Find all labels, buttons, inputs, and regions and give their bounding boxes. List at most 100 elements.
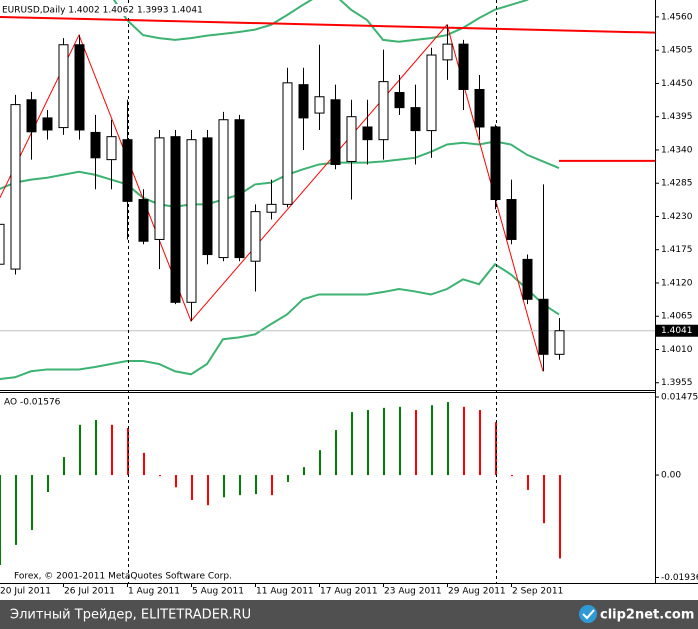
- x-tick-label: 20 Jul 2011: [0, 587, 51, 597]
- candle-body: [394, 92, 405, 109]
- candle-body: [490, 126, 501, 201]
- ao-bar: [31, 475, 33, 531]
- ao-bar: [287, 475, 289, 482]
- ao-bar: [95, 420, 97, 476]
- x-tick-label: 26 Jul 2011: [64, 587, 115, 597]
- ao-bar: [431, 405, 433, 476]
- ao-bar: [335, 430, 337, 476]
- candle-body: [58, 44, 69, 129]
- footer-text: Элитный Трейдер, ELITETRADER.RU: [10, 608, 251, 623]
- y-tick-label: 0.00: [661, 471, 681, 481]
- background: [0, 0, 698, 600]
- axes: 1.4041 1.4560 1.4505 1.4450 1.4395 1.4340 1.42…: [0, 0, 698, 597]
- ao-bar: [223, 475, 225, 498]
- y-tick-label: 1.4065: [661, 312, 693, 322]
- x-tick-label: 1 Aug 2011: [128, 587, 180, 597]
- candle-body: [218, 119, 229, 259]
- ao-bar: [255, 475, 257, 495]
- candle-body: [234, 119, 245, 259]
- x-tick-label: 17 Aug 2011: [320, 587, 378, 597]
- candle-body: [90, 131, 101, 159]
- ao-bar: [15, 475, 17, 545]
- price-label-bg: [656, 324, 698, 337]
- ao-bar: [239, 475, 241, 496]
- ao-bar: [543, 475, 545, 524]
- candle-body: [330, 99, 341, 165]
- candle-body: [506, 199, 517, 240]
- candle-body: [170, 136, 181, 303]
- candle-body: [538, 298, 549, 355]
- ao-bar: [319, 450, 321, 476]
- x-tick-label: 5 Aug 2011: [192, 587, 244, 597]
- ao-bar: [47, 475, 49, 492]
- chart-title: EURUSD,Daily 1.4002 1.4062 1.3993 1.4041: [2, 6, 203, 16]
- title-bg: [0, 4, 205, 16]
- logo-check: [582, 609, 595, 620]
- candle-body: [250, 211, 261, 262]
- ao-bar: [63, 457, 65, 476]
- ao-bar: [447, 402, 449, 476]
- ao-bar: [303, 467, 305, 476]
- ao-bar: [191, 475, 193, 500]
- y-tick-label: 1.4450: [661, 79, 693, 89]
- candle-body: [282, 82, 293, 205]
- x-tick-label: 2 Sep 2011: [512, 587, 563, 597]
- candle-body: [266, 203, 277, 213]
- candle-body: [10, 104, 21, 270]
- ao-bar: [511, 475, 513, 477]
- candle-body: [186, 139, 197, 303]
- ao-bar: [559, 475, 561, 559]
- y-tick-label: 0.01475: [661, 393, 698, 403]
- ao-bar: [111, 424, 113, 476]
- x-tick-label: 23 Aug 2011: [384, 587, 442, 597]
- candle-body: [74, 44, 85, 131]
- price-panel: [0, 0, 655, 381]
- y-tick-label: 1.4340: [661, 145, 693, 155]
- candle-body: [138, 199, 149, 242]
- ao-bar: [207, 475, 209, 506]
- y-tick-label: 1.4285: [661, 179, 693, 189]
- candle-body: [442, 43, 453, 61]
- logo-icon: [579, 605, 597, 623]
- candle-body: [202, 137, 213, 256]
- ao-bar: [463, 406, 465, 476]
- candle-body: [26, 99, 37, 133]
- candle-body: [0, 223, 5, 265]
- copyright: Forex, © 2001-2011 MetaQuotes Software C…: [14, 572, 232, 582]
- y-tick-label: -0.01936: [661, 573, 698, 583]
- x-tick-label: 11 Aug 2011: [256, 587, 314, 597]
- candle-body: [346, 116, 357, 162]
- y-tick-label: 1.4230: [661, 212, 693, 222]
- candle-body: [426, 54, 437, 132]
- band-line: [0, 262, 560, 381]
- y-tick-label: 1.4175: [661, 245, 693, 255]
- ao-bar: [79, 424, 81, 476]
- candle-body: [122, 139, 133, 202]
- candle-body: [458, 43, 469, 90]
- y-tick-label: 1.4560: [661, 12, 693, 22]
- ao-bar: [351, 412, 353, 476]
- ao-bar: [159, 475, 161, 477]
- candle-body: [314, 96, 325, 114]
- y-tick-label: 1.3955: [661, 378, 693, 388]
- y-tick-label: 1.4010: [661, 345, 693, 355]
- candle-body: [378, 81, 389, 141]
- x-tick-label: 29 Aug 2011: [448, 587, 506, 597]
- ao-bar: [271, 475, 273, 496]
- ao-bar: [399, 406, 401, 476]
- candle-body: [474, 88, 485, 128]
- band-line: [0, 140, 560, 208]
- ao-bar: [383, 407, 385, 476]
- ao-bar: [367, 409, 369, 476]
- candle-body: [298, 84, 309, 119]
- ao-bar: [415, 409, 417, 476]
- band-line: [112, 0, 529, 43]
- candle-body: [362, 126, 373, 141]
- ao-bar: [527, 475, 529, 490]
- ao-title: AO -0.01576: [4, 398, 61, 408]
- candle-body: [42, 117, 53, 131]
- candle-body: [554, 330, 565, 355]
- ao-bar: [0, 475, 1, 566]
- ao-bar: [495, 422, 497, 476]
